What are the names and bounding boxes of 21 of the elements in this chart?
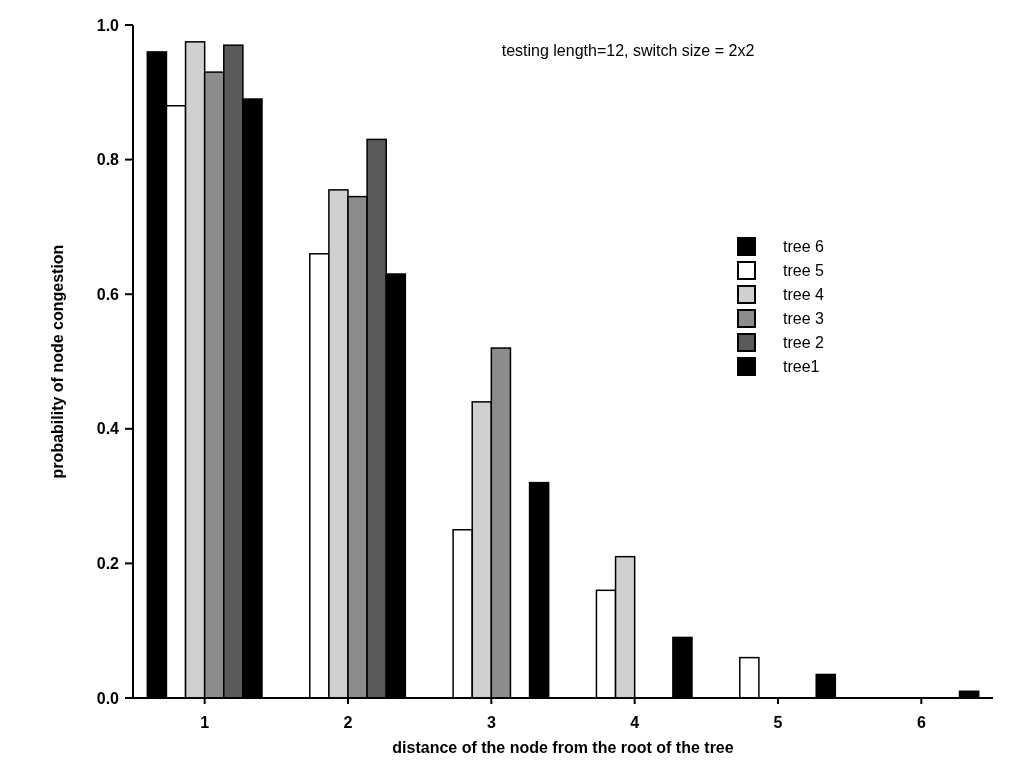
x-tick-label: 2 bbox=[343, 714, 353, 731]
y-tick-label: 0.6 bbox=[96, 285, 120, 303]
x-tick-label: 3 bbox=[486, 714, 496, 731]
legend-label: tree 2 bbox=[783, 334, 825, 351]
x-tick-label: 5 bbox=[773, 714, 783, 731]
legend-label: tree1 bbox=[783, 358, 820, 375]
y-tick-label: 0.2 bbox=[96, 555, 120, 572]
y-tick-label: 0.4 bbox=[96, 420, 120, 438]
legend-label: tree 3 bbox=[783, 310, 825, 327]
text: testing length=12, switch size = 2x2 bbox=[501, 42, 755, 59]
x-tick-label: 6 bbox=[916, 714, 926, 731]
x-tick-label: 1 bbox=[200, 714, 210, 731]
y-axis-title: probability of node congestion bbox=[49, 244, 66, 479]
y-tick-label: 0.0 bbox=[96, 689, 120, 707]
x-axis-title: distance of the node from the root of the tree bbox=[392, 739, 734, 756]
legend-label: tree 4 bbox=[783, 286, 825, 303]
legend-label: tree 5 bbox=[783, 262, 825, 279]
y-tick-label: 0.8 bbox=[96, 151, 120, 169]
x-tick-label: 4 bbox=[630, 714, 640, 731]
legend-label: tree 6 bbox=[783, 238, 825, 255]
y-tick-label: 1.0 bbox=[96, 16, 120, 34]
